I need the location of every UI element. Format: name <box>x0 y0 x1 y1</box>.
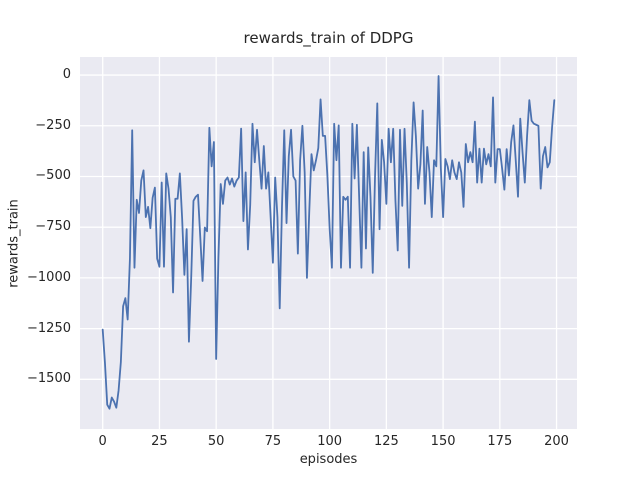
x-tick-label: 75 <box>264 434 282 449</box>
x-tick-label: 125 <box>373 434 399 449</box>
x-tick-label: 0 <box>98 434 107 449</box>
axes-background <box>80 57 577 429</box>
chart-title: rewards_train of DDPG <box>243 29 414 47</box>
x-tick-label: 200 <box>544 434 569 449</box>
x-tick-label: 150 <box>430 434 456 449</box>
y-tick-label: −500 <box>35 168 71 184</box>
y-tick-label: −750 <box>35 219 71 235</box>
x-axis-label: episodes <box>299 452 358 467</box>
y-tick-label: −250 <box>35 117 71 133</box>
x-tick-label: 25 <box>151 434 168 449</box>
plot-svg <box>80 57 577 429</box>
y-tick-label: 0 <box>62 67 71 83</box>
y-axis-label: rewards_train <box>6 199 22 288</box>
y-tick-label: −1250 <box>27 320 71 336</box>
y-tick-label: −1000 <box>27 269 71 285</box>
reward-line <box>101 75 556 410</box>
x-tick-label: 100 <box>317 434 343 449</box>
y-tick-label: −1500 <box>27 371 71 387</box>
x-tick-label: 50 <box>207 434 225 449</box>
plot-area <box>80 57 577 429</box>
x-tick-label: 175 <box>487 434 513 449</box>
